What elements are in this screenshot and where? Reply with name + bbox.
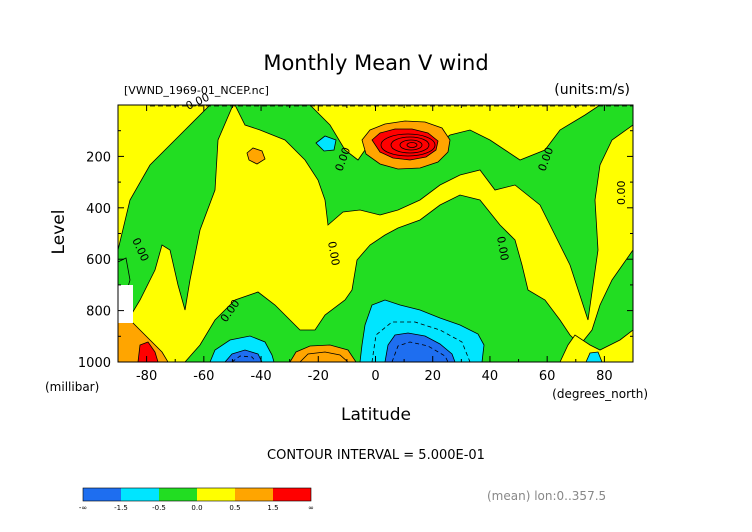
blue-regions — [224, 332, 456, 362]
colorbar-swatch — [159, 488, 197, 501]
x-tick-label: 60 — [539, 369, 556, 384]
jet-contours — [299, 133, 436, 362]
orange-region-lower-mid — [289, 344, 357, 362]
y-tick-label: 800 — [86, 305, 111, 320]
chart-title: Monthly Mean V wind — [263, 51, 488, 75]
green-region-left — [118, 105, 234, 331]
yellow-intrusion — [559, 329, 633, 362]
jet-contour-2 — [390, 136, 430, 154]
colorbar: -∞ -1.5 -0.5 0.0 0.5 1.5 ∞ — [79, 487, 314, 512]
x-tick-label: -80 — [136, 369, 157, 384]
cyan-region-lower-right — [585, 351, 603, 362]
colorbar-frame — [82, 487, 312, 502]
green-region-lower — [184, 194, 633, 362]
colorbar-label: -0.5 — [152, 504, 166, 512]
red-region-far-left — [137, 341, 159, 362]
colorbar-swatch — [235, 488, 273, 501]
colorbar-label: ∞ — [308, 504, 314, 512]
dashed-contour-2 — [391, 341, 449, 362]
dashed-contours — [231, 321, 471, 362]
x-tick-label: -40 — [250, 369, 271, 384]
units-label: (units:m/s) — [554, 82, 630, 98]
contour-lower-mid — [299, 351, 349, 362]
contour-label-6: 0.00 — [325, 240, 342, 266]
footer-note: (mean) lon:0..357.5 — [487, 489, 606, 503]
dashed-contour-3 — [231, 355, 257, 362]
x-tick-label: 80 — [596, 369, 613, 384]
blue-region-center — [384, 332, 456, 362]
cyan-region-upper — [315, 135, 337, 152]
contour-interval: CONTOUR INTERVAL = 5.000E-01 — [267, 448, 485, 463]
colorbar-swatch — [197, 488, 235, 501]
y-axis-ticks: 200 400 600 800 1000 — [78, 130, 633, 371]
contour-field — [118, 105, 633, 362]
colorbar-swatch — [83, 488, 121, 501]
colorbar-label: -∞ — [79, 504, 87, 512]
y-tick-label: 600 — [86, 253, 111, 268]
contour-label-7: 0.00 — [494, 235, 511, 261]
x-tick-label: -20 — [308, 369, 329, 384]
y-tick-label: 1000 — [78, 356, 111, 371]
orange-region-small — [246, 147, 266, 165]
y-axis-title: Level — [49, 210, 69, 255]
contour-label-4: 0.00 — [615, 181, 628, 206]
x-axis-units: (degrees_north) — [552, 387, 648, 401]
colorbar-label: 1.5 — [267, 504, 278, 512]
jet-contour-3 — [399, 139, 423, 151]
x-tick-label: -60 — [193, 369, 214, 384]
colorbar-label: -1.5 — [114, 504, 128, 512]
dashed-contour-1 — [371, 321, 471, 362]
jet-contour-4 — [406, 142, 418, 148]
blue-region-left — [224, 349, 263, 362]
colorbar-label: 0.0 — [191, 504, 202, 512]
file-label: [VWND_1969-01_NCEP.nc] — [124, 84, 269, 97]
colorbar-label: 0.5 — [229, 504, 240, 512]
colorbar-swatch — [273, 488, 311, 501]
x-tick-label: 0 — [371, 369, 379, 384]
y-tick-label: 200 — [86, 150, 111, 165]
y-axis-units: (millibar) — [45, 380, 99, 394]
jet-contour-1 — [380, 133, 436, 157]
missing-data-patch — [118, 285, 133, 323]
x-tick-label: 40 — [482, 369, 499, 384]
x-tick-label: 20 — [424, 369, 441, 384]
colorbar-swatch — [121, 488, 159, 501]
x-axis-title: Latitude — [341, 405, 411, 425]
y-tick-label: 400 — [86, 202, 111, 217]
x-axis-ticks: -80 -60 -40 -20 0 20 40 60 80 — [117, 105, 634, 384]
